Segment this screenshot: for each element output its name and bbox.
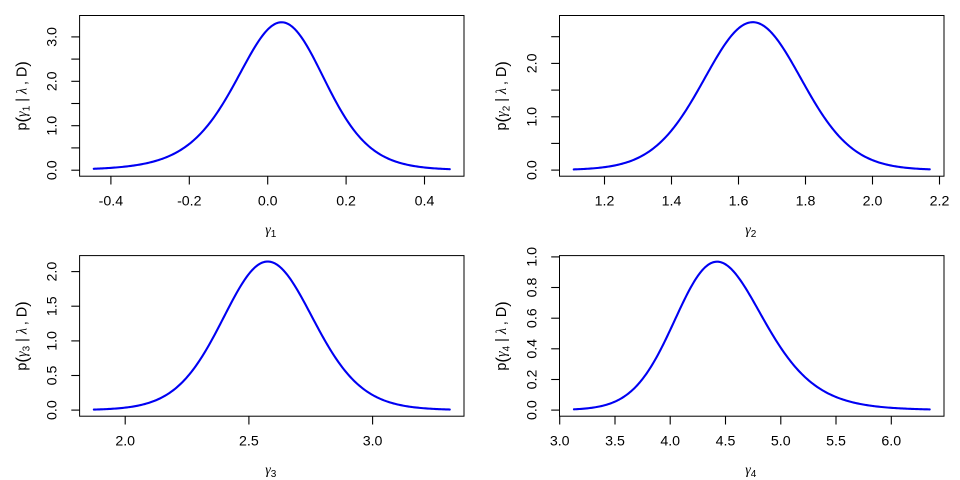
svg-text:-0.4: -0.4 — [99, 194, 124, 210]
svg-text:0.0: 0.0 — [524, 400, 540, 420]
svg-text:1.0: 1.0 — [45, 331, 61, 351]
svg-text:0.4: 0.4 — [415, 194, 435, 210]
svg-text:1.2: 1.2 — [595, 194, 615, 210]
svg-text:0.2: 0.2 — [524, 370, 540, 390]
svg-text:p(γ2 | λ , D): p(γ2 | λ , D) — [492, 61, 512, 130]
svg-text:γ1: γ1 — [265, 223, 277, 240]
svg-text:0.0: 0.0 — [258, 194, 278, 210]
svg-text:1.8: 1.8 — [796, 194, 816, 210]
svg-text:-0.2: -0.2 — [177, 194, 202, 210]
svg-text:1.0: 1.0 — [45, 116, 61, 136]
svg-text:4.0: 4.0 — [660, 434, 680, 450]
svg-text:p(γ3 | λ , D): p(γ3 | λ , D) — [13, 301, 33, 370]
svg-text:p(γ1 | λ , D): p(γ1 | λ , D) — [12, 61, 32, 130]
svg-text:2.0: 2.0 — [45, 262, 61, 282]
svg-text:γ3: γ3 — [265, 463, 277, 480]
svg-text:1.6: 1.6 — [729, 194, 749, 210]
svg-text:0.8: 0.8 — [524, 278, 540, 298]
svg-text:0.4: 0.4 — [524, 339, 540, 359]
svg-text:2.0: 2.0 — [115, 434, 135, 450]
svg-text:2.0: 2.0 — [45, 71, 61, 91]
svg-text:4.5: 4.5 — [716, 434, 736, 450]
svg-text:0.6: 0.6 — [524, 308, 540, 328]
svg-text:γ2: γ2 — [745, 223, 757, 240]
svg-text:1.0: 1.0 — [524, 247, 540, 267]
svg-text:1.5: 1.5 — [45, 296, 61, 316]
svg-text:0.2: 0.2 — [336, 194, 356, 210]
svg-text:2.2: 2.2 — [930, 194, 950, 210]
svg-text:0.0: 0.0 — [524, 160, 540, 180]
svg-text:2.0: 2.0 — [863, 194, 883, 210]
svg-text:5.5: 5.5 — [826, 434, 846, 450]
svg-text:0.5: 0.5 — [45, 366, 61, 386]
svg-text:3.0: 3.0 — [363, 434, 383, 450]
svg-text:p(γ4 | λ , D): p(γ4 | λ , D) — [492, 301, 512, 370]
svg-text:1.0: 1.0 — [524, 107, 540, 127]
svg-text:3.0: 3.0 — [45, 27, 61, 47]
svg-text:0.0: 0.0 — [45, 400, 61, 420]
svg-text:γ4: γ4 — [745, 463, 757, 480]
svg-text:2.5: 2.5 — [239, 434, 259, 450]
svg-text:5.0: 5.0 — [771, 434, 791, 450]
svg-text:3.5: 3.5 — [605, 434, 625, 450]
svg-text:6.0: 6.0 — [881, 434, 901, 450]
svg-text:3.0: 3.0 — [550, 434, 570, 450]
svg-text:2.0: 2.0 — [524, 53, 540, 73]
svg-text:1.4: 1.4 — [662, 194, 682, 210]
svg-text:0.0: 0.0 — [45, 160, 61, 180]
